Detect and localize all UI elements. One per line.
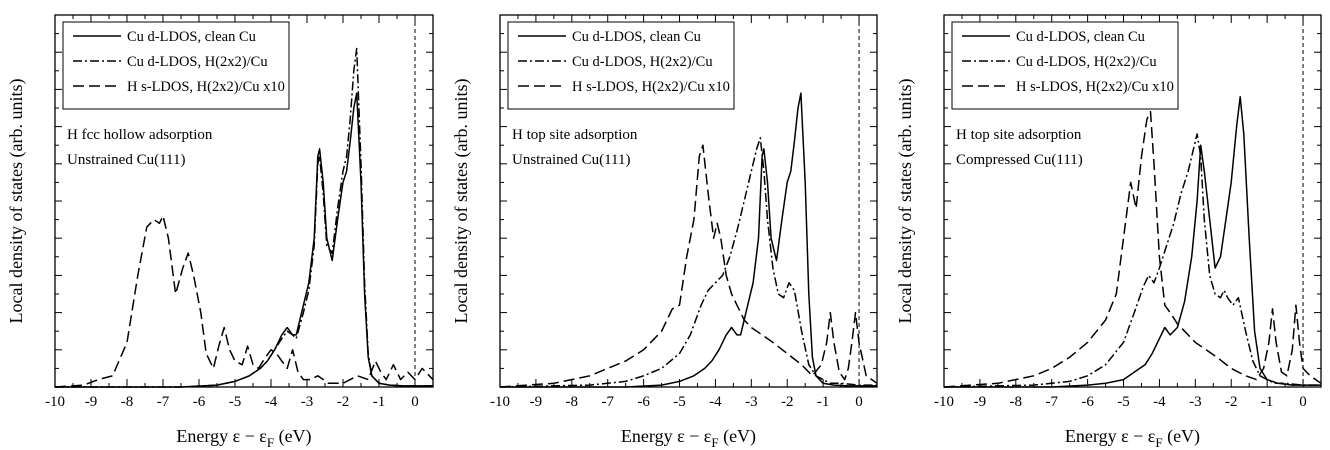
panel-annotation: H top site adsorption: [956, 127, 1082, 143]
x-tick-label: -3: [301, 394, 314, 410]
x-tick-label: 0: [411, 394, 419, 410]
x-tick-label: -7: [157, 394, 170, 410]
x-axis-label: Energy ε − εF (eV): [176, 426, 311, 450]
x-axis-label: Energy ε − εF (eV): [621, 426, 756, 450]
x-tick-label: -4: [1153, 394, 1166, 410]
series-line-dashdot: [499, 137, 877, 388]
x-tick-label: -10: [45, 394, 65, 410]
legend-label: Cu d-LDOS, H(2x2)/Cu: [572, 54, 713, 70]
x-tick-label: -1: [1261, 394, 1274, 410]
series-line-dashdot: [943, 133, 1321, 388]
x-tick-label: -9: [530, 394, 543, 410]
x-tick-label: -4: [709, 394, 722, 410]
x-tick-label: -6: [1081, 394, 1094, 410]
panel-annotation: Unstrained Cu(111): [67, 152, 185, 168]
legend-label: H s-LDOS, H(2x2)/Cu x10: [1016, 79, 1174, 95]
x-tick-label: -8: [566, 394, 579, 410]
x-tick-label: -5: [1117, 394, 1130, 410]
x-tick-label: -10: [490, 394, 510, 410]
x-tick-label: -5: [229, 394, 242, 410]
series-line-dashdot: [55, 47, 433, 388]
series-line-solid: [500, 92, 877, 388]
legend-label: Cu d-LDOS, H(2x2)/Cu: [1016, 54, 1157, 70]
x-tick-label: -1: [817, 394, 830, 410]
x-tick-label: -2: [337, 394, 350, 410]
panel-annotation: H fcc hollow adsorption: [67, 127, 213, 143]
x-tick-label: -4: [265, 394, 278, 410]
series-line-dashed: [54, 215, 434, 388]
panel-annotation: H top site adsorption: [512, 127, 638, 143]
x-tick-label: -10: [934, 394, 954, 410]
y-axis-label: Local density of states (arb. units): [451, 79, 472, 324]
x-tick-label: -8: [121, 394, 134, 410]
x-tick-label: -9: [85, 394, 98, 410]
legend-label: Cu d-LDOS, clean Cu: [1016, 29, 1145, 45]
legend-label: Cu d-LDOS, H(2x2)/Cu: [127, 54, 268, 70]
legend-label: H s-LDOS, H(2x2)/Cu x10: [127, 79, 285, 95]
legend-label: Cu d-LDOS, clean Cu: [572, 29, 701, 45]
panel-annotation: Compressed Cu(111): [956, 152, 1083, 168]
series-line-dashed: [943, 110, 1322, 388]
x-tick-label: 0: [1299, 394, 1307, 410]
x-axis-label: Energy ε − εF (eV): [1065, 426, 1200, 450]
panel-annotation: Unstrained Cu(111): [512, 152, 630, 168]
x-tick-label: -8: [1010, 394, 1023, 410]
x-tick-label: -1: [373, 394, 386, 410]
legend-label: Cu d-LDOS, clean Cu: [127, 29, 256, 45]
series-line-solid: [944, 96, 1321, 388]
x-tick-label: -7: [1045, 394, 1058, 410]
x-tick-label: -9: [974, 394, 987, 410]
x-tick-label: 0: [855, 394, 863, 410]
x-tick-label: -6: [193, 394, 206, 410]
x-tick-label: -2: [1225, 394, 1238, 410]
legend-label: H s-LDOS, H(2x2)/Cu x10: [572, 79, 730, 95]
y-axis-label: Local density of states (arb. units): [6, 79, 27, 324]
series-line-dashed: [499, 144, 878, 388]
x-tick-label: -6: [637, 394, 650, 410]
x-tick-label: -5: [673, 394, 686, 410]
x-tick-label: -7: [601, 394, 614, 410]
x-tick-label: -3: [745, 394, 758, 410]
x-tick-label: -3: [1189, 394, 1202, 410]
y-axis-label: Local density of states (arb. units): [895, 79, 916, 324]
x-tick-label: -2: [781, 394, 794, 410]
